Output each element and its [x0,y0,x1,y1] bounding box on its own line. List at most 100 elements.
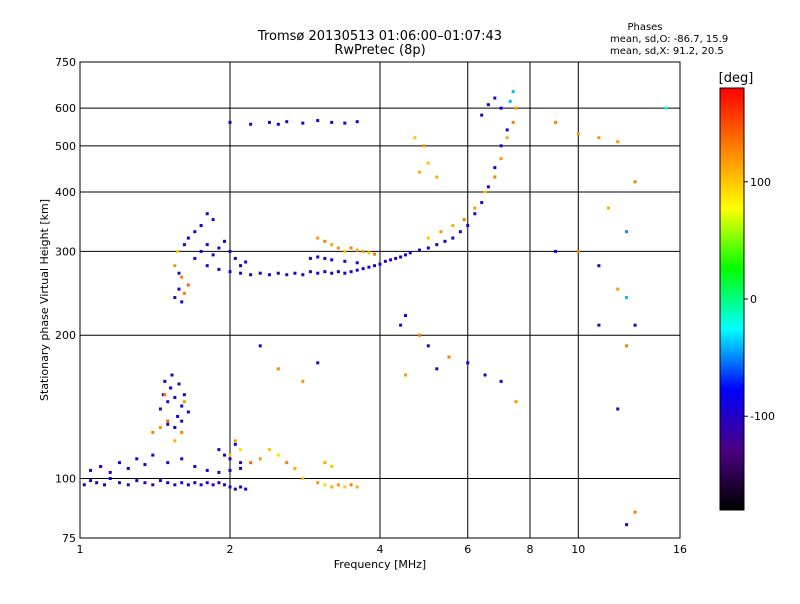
data-point [180,300,184,304]
data-point [205,243,209,247]
data-point [316,236,320,240]
data-point [308,270,312,274]
data-point [217,267,221,271]
data-point [239,271,243,275]
data-point [394,256,398,260]
data-point [249,122,253,126]
data-point [166,481,170,485]
phase-line-o: mean, sd,O: -86.7, 15.9 [610,34,728,45]
data-point [403,253,407,257]
data-point [301,379,305,383]
data-point [499,157,503,161]
data-point [186,483,190,487]
data-point [258,457,262,461]
data-point [182,243,186,247]
colorbar-gradient [719,87,745,511]
data-point [205,264,209,268]
data-point [413,136,417,140]
data-point [426,236,430,240]
data-point [108,470,112,474]
data-point [276,453,280,457]
data-point [426,246,430,250]
data-point [239,485,243,489]
data-point [486,185,490,189]
data-point [493,166,497,170]
data-point [343,485,347,489]
data-point [435,367,439,371]
data-point [180,404,184,408]
data-point [553,249,557,253]
data-point [316,271,320,275]
colorbar-tick-label: 0 [750,293,757,306]
chart-subtitle: RwPretec (8p) [334,43,425,58]
data-point [163,393,167,397]
data-point [276,122,280,126]
colorbar-tick-label: -100 [750,410,775,423]
data-point [403,314,407,318]
data-point [89,468,93,472]
data-point [458,230,462,234]
data-point [193,481,197,485]
data-point [258,344,262,348]
data-point [625,296,629,300]
colorbar-title: [deg] [719,71,754,86]
data-point [89,479,93,483]
data-point [505,136,509,140]
data-point [211,253,215,257]
data-point [336,483,340,487]
data-point [367,251,371,255]
data-point [625,523,629,527]
data-point [166,461,170,465]
data-point [367,265,371,269]
data-point [177,382,181,386]
data-point [173,296,177,300]
data-point [173,439,177,443]
data-point [180,419,184,423]
data-point [182,393,186,397]
data-point [151,430,155,434]
data-point [180,481,184,485]
x-tick-label: 1 [77,543,84,556]
data-point [223,239,227,243]
data-point [180,457,184,461]
data-point [473,206,477,210]
data-point [399,255,403,259]
data-point [373,264,377,268]
data-point [117,461,121,465]
data-point [193,230,197,234]
data-point [330,271,334,275]
data-point [249,273,253,277]
data-point [186,410,190,414]
data-point [514,106,518,110]
data-point [211,218,215,222]
data-point [316,119,320,123]
data-point [451,224,455,228]
data-point [117,481,121,485]
data-point [447,355,451,359]
x-tick-label: 8 [527,543,534,556]
data-point [435,175,439,179]
data-point [103,483,107,487]
data-point [361,267,365,271]
data-point [426,344,430,348]
data-point [267,448,271,452]
data-point [228,270,232,274]
data-point [205,212,209,216]
data-point [173,483,177,487]
data-point [166,422,170,426]
data-point [95,481,99,485]
data-point [205,468,209,472]
data-point [244,260,248,264]
data-point [285,461,289,465]
data-point [355,261,359,265]
data-point [233,256,237,260]
data-point [499,106,503,110]
data-point [576,132,580,136]
data-point [177,287,181,291]
data-point [166,400,170,404]
data-point [199,483,203,487]
data-point [553,120,557,124]
data-point [217,470,221,474]
data-point [170,373,174,377]
